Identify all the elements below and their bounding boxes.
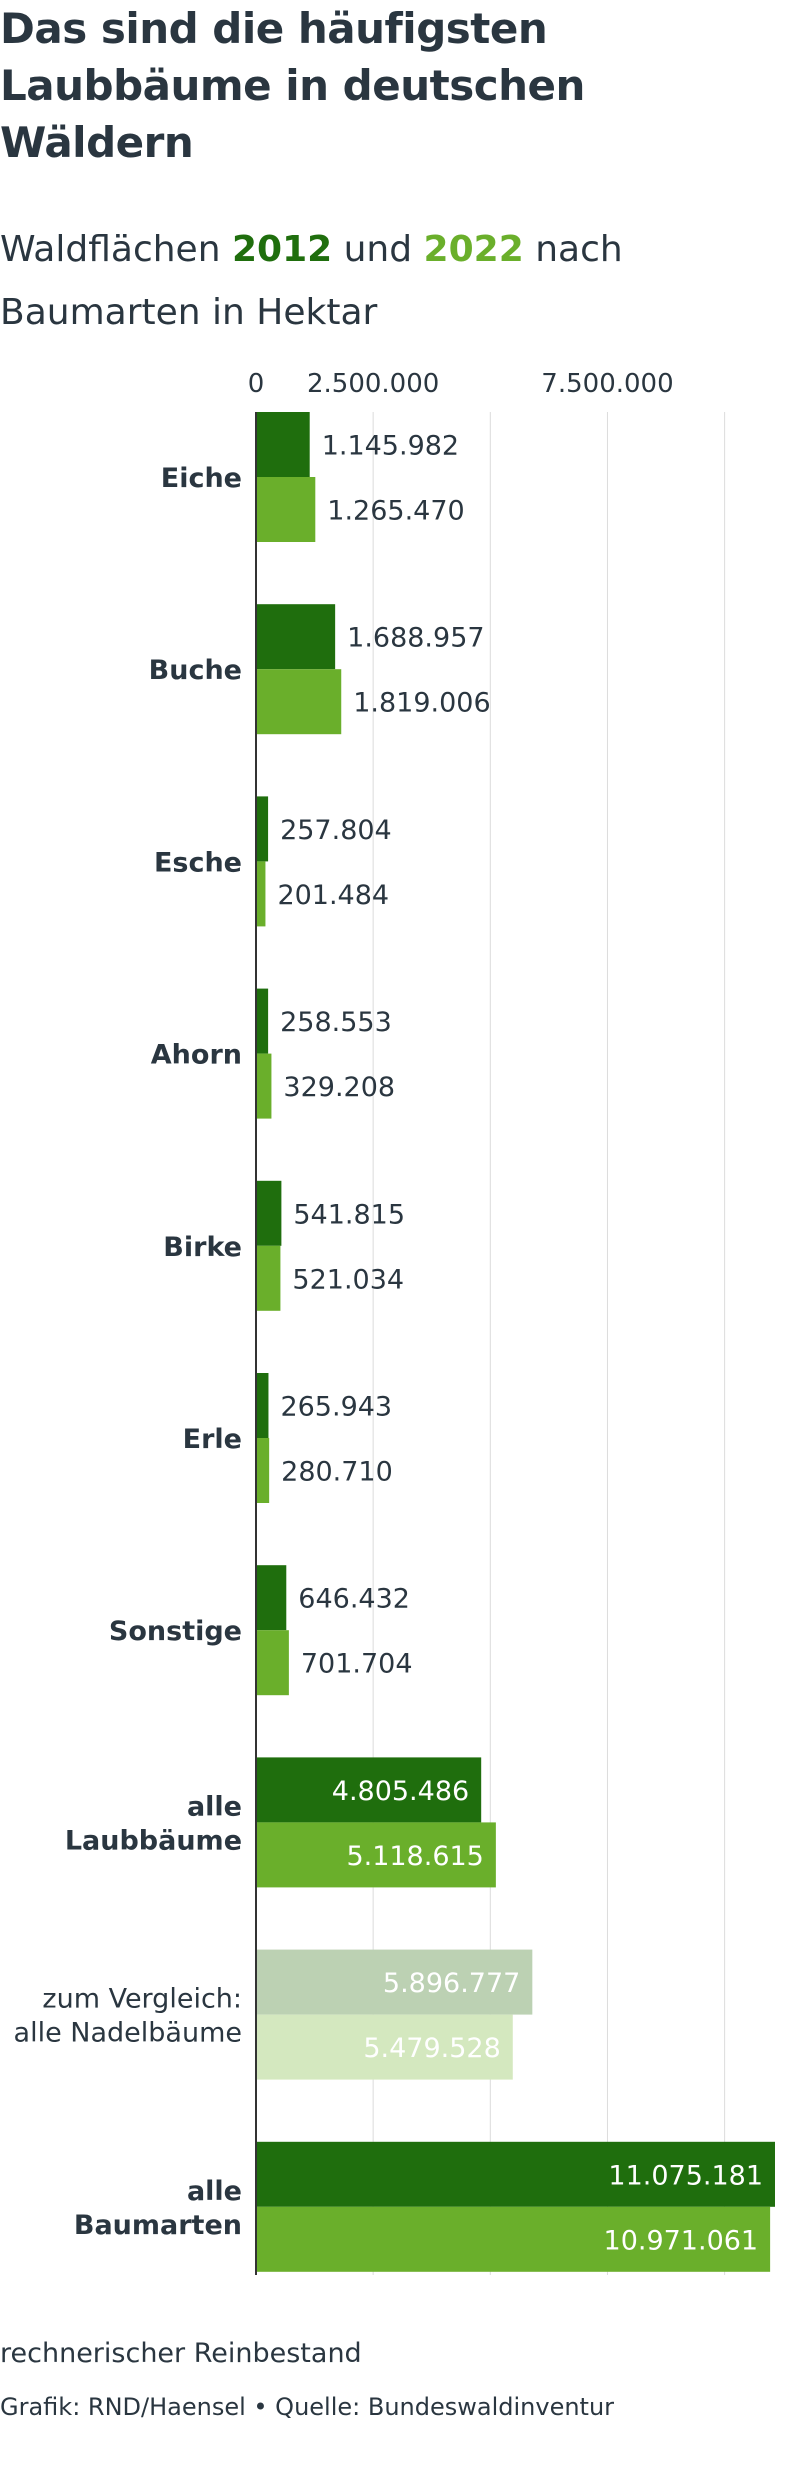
category-label: Buche: [149, 655, 242, 686]
bar-2022: [256, 1053, 272, 1119]
x-tick-label: 2.500.000: [307, 369, 439, 399]
subtitle-year-2022: 2022: [423, 229, 524, 270]
bar-2022: [256, 1822, 496, 1888]
bar-2022: [256, 1630, 289, 1696]
bar-2012: [256, 988, 269, 1054]
data-label-2022: 1.265.470: [327, 496, 464, 527]
data-label-2022: 701.704: [301, 1649, 413, 1680]
subtitle-part2: und: [332, 229, 424, 270]
bar-2012: [256, 604, 336, 670]
bar-2012: [256, 1180, 282, 1246]
data-label-2022: 1.819.006: [353, 688, 490, 719]
bar-2022: [256, 1245, 281, 1311]
data-label-2012: 1.688.957: [347, 623, 484, 654]
chart-subtitle: Waldflächen 2012 und 2022 nach Baumarten…: [0, 218, 790, 344]
bar-2012: [256, 2141, 775, 2207]
bar-2012: [256, 1757, 482, 1823]
category-label: Eiche: [161, 463, 242, 494]
data-label-2022: 5.118.615: [346, 1841, 483, 1872]
chart-title: Das sind die häufigsten Laubbäume in deu…: [0, 4, 585, 167]
x-tick-label: 0: [248, 369, 265, 399]
category-label: Ahorn: [151, 1040, 242, 1071]
data-label-2012: 541.815: [293, 1199, 405, 1230]
data-label-2022: 329.208: [283, 1072, 395, 1103]
bar-2022: [256, 861, 266, 927]
data-label-2012: 4.805.486: [332, 1776, 469, 1807]
category-label: alle: [187, 1791, 242, 1822]
x-tick-label: 7.500.000: [541, 369, 673, 399]
bar-2012: [256, 1373, 269, 1438]
subtitle-part1: Waldflächen: [0, 229, 232, 270]
subtitle-year-2012: 2012: [231, 229, 333, 270]
category-label: alle: [187, 2176, 242, 2207]
data-label-2012: 258.553: [280, 1007, 392, 1038]
bar-2012: [256, 1949, 533, 2015]
data-label-2022: 5.479.528: [363, 2033, 500, 2064]
data-label-2012: 265.943: [280, 1392, 392, 1423]
footer-note: rechnerischer Reinbestand: [0, 2338, 362, 2369]
category-label: Baumarten: [74, 2210, 242, 2241]
data-label-2022: 201.484: [277, 880, 389, 911]
category-label: Birke: [163, 1232, 242, 1263]
bar-2022: [256, 669, 342, 735]
data-label-2012: 257.804: [280, 815, 392, 846]
bar-2022: [256, 1438, 270, 1503]
bar-2012: [256, 412, 310, 477]
data-label-2022: 521.034: [292, 1264, 404, 1295]
data-label-2022: 280.710: [281, 1457, 393, 1488]
subtitle-part3: nach Baumarten in Hektar: [0, 229, 623, 333]
footer-source: Grafik: RND/Haensel • Quelle: Bundeswald…: [0, 2393, 615, 2421]
data-label-2012: 5.896.777: [383, 1968, 520, 1999]
category-label: Laubbäume: [65, 1825, 242, 1856]
data-label-2012: 11.075.181: [608, 2160, 763, 2191]
category-label: alle Nadelbäume: [14, 2018, 242, 2049]
bar-2022: [256, 2206, 771, 2272]
bar-chart: 0 2.500.000 7.500.000 1.145.982 1.265.470 Eic…: [14, 369, 775, 2275]
bar-2012: [256, 796, 269, 862]
bar-2022: [256, 2014, 513, 2080]
data-label-2012: 1.145.982: [322, 431, 459, 462]
category-label: zum Vergleich:: [42, 1984, 242, 2015]
category-label: Erle: [183, 1424, 242, 1455]
category-label: Sonstige: [109, 1616, 242, 1647]
bar-2022: [256, 477, 316, 542]
bar-2012: [256, 1565, 287, 1631]
category-label: Esche: [154, 847, 242, 878]
data-label-2012: 646.432: [298, 1584, 410, 1615]
data-label-2022: 10.971.061: [604, 2225, 759, 2256]
